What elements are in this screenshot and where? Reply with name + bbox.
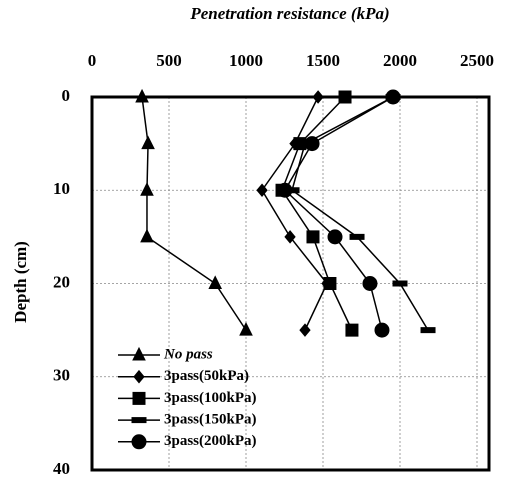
marker — [306, 230, 320, 244]
marker — [392, 280, 408, 287]
legend-label: 3pass(150kPa) — [164, 412, 257, 428]
legend-marker — [133, 369, 145, 384]
legend-label: 3pass(200kPa) — [164, 433, 257, 449]
marker — [304, 136, 320, 152]
marker — [284, 230, 296, 244]
legend-marker — [132, 346, 146, 361]
marker — [239, 322, 253, 336]
marker — [420, 327, 436, 334]
marker — [312, 90, 324, 104]
series-line — [281, 96, 353, 331]
series-line — [284, 96, 394, 331]
y-axis-label: Depth (cm) — [11, 241, 30, 323]
marker — [299, 323, 311, 337]
series-line — [261, 96, 328, 331]
x-tick-label: 1500 — [306, 51, 340, 70]
marker — [140, 228, 154, 243]
marker — [362, 276, 378, 291]
y-tick-label: 10 — [53, 179, 70, 198]
x-tick-label: 2500 — [460, 51, 494, 70]
y-tick-label: 20 — [53, 272, 70, 291]
plot-frame — [90, 95, 491, 472]
marker — [345, 323, 359, 337]
legend-marker — [131, 417, 147, 424]
x-tick-label: 0 — [88, 51, 97, 70]
series-line — [141, 96, 247, 331]
y-tick-label: 30 — [53, 366, 70, 385]
marker — [208, 275, 223, 289]
legend-label: 3pass(100kPa) — [164, 390, 257, 406]
marker — [141, 135, 155, 150]
chart-title: Penetration resistance (kPa) — [189, 4, 389, 23]
marker — [140, 182, 154, 196]
marker — [327, 229, 343, 245]
marker — [135, 88, 149, 103]
x-tick-label: 500 — [156, 51, 182, 70]
marker — [256, 183, 268, 198]
y-tick-label: 40 — [53, 459, 70, 478]
marker — [323, 277, 337, 290]
marker — [349, 233, 365, 240]
x-tick-label: 1000 — [229, 51, 263, 70]
y-tick-label: 0 — [62, 86, 71, 105]
marker — [374, 322, 390, 338]
series-line — [291, 96, 429, 331]
x-tick-label: 2000 — [383, 51, 417, 70]
marker — [385, 89, 401, 105]
legend-label: 3pass(50kPa) — [164, 368, 249, 384]
legend-marker — [131, 434, 147, 450]
legend-label: No pass — [163, 346, 213, 362]
marker — [338, 90, 352, 104]
legend-marker — [132, 391, 146, 405]
marker — [277, 182, 293, 198]
